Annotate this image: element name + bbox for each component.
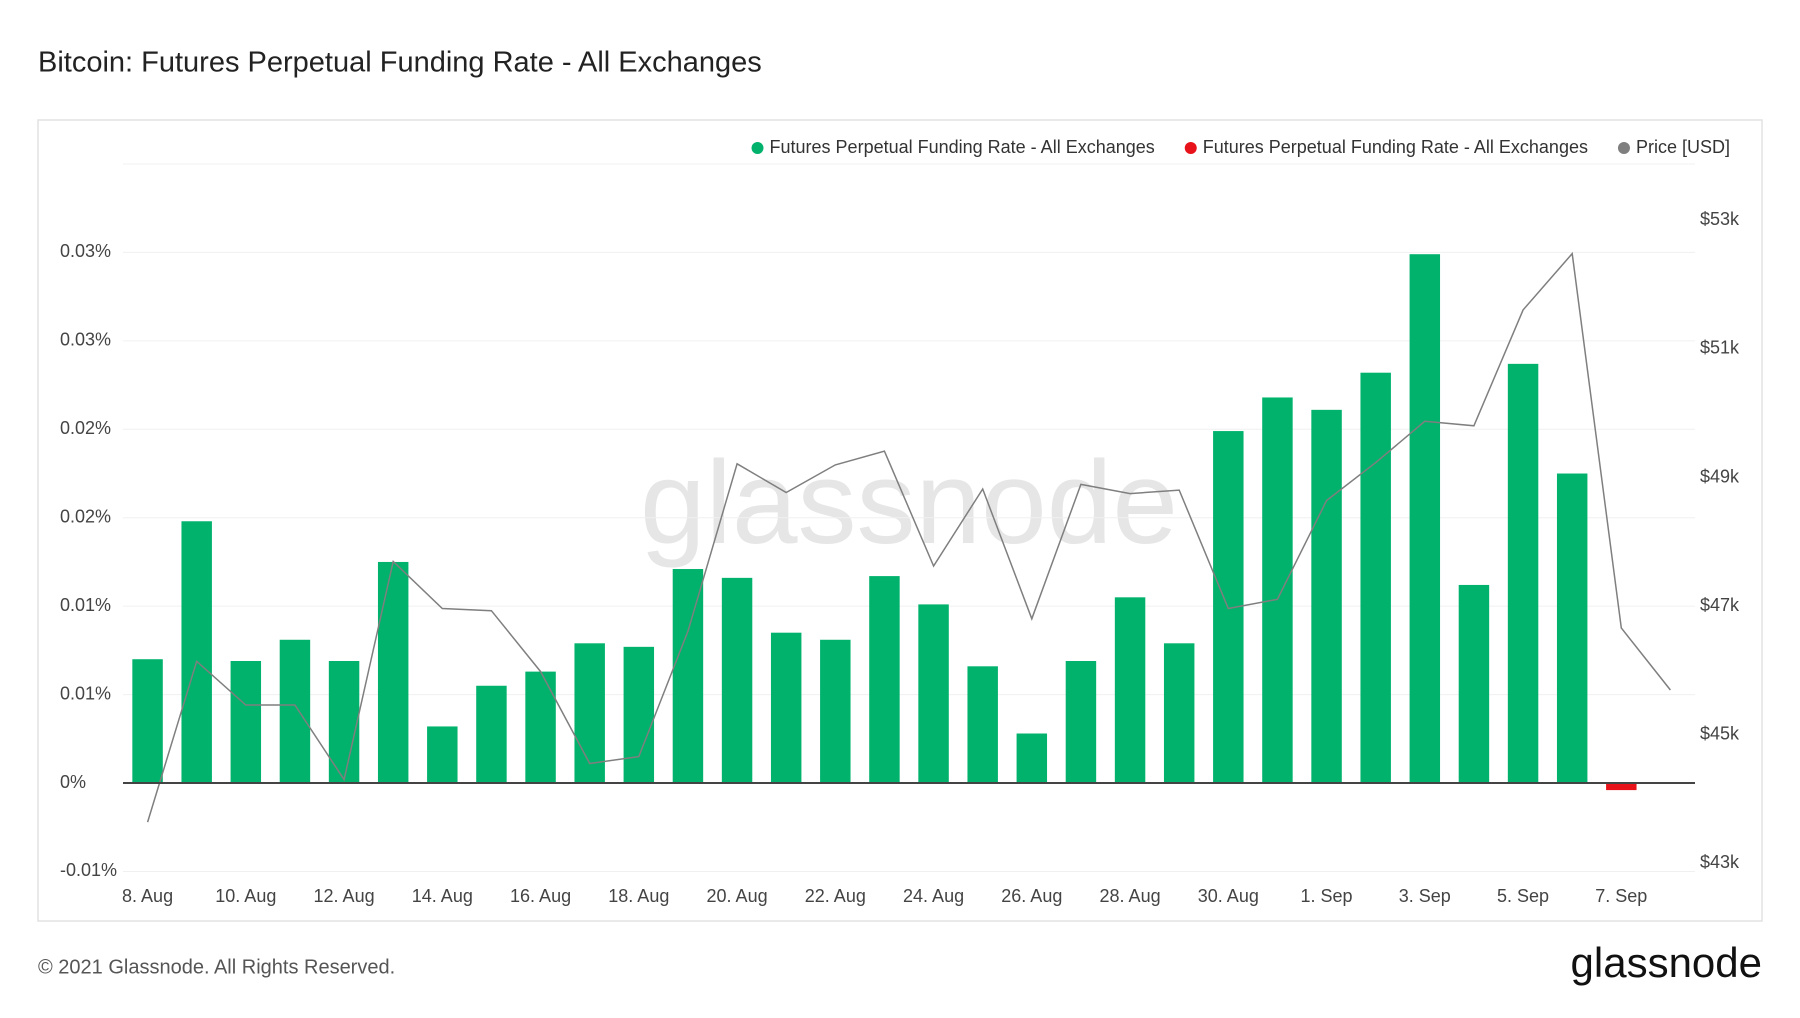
- x-tick-label: 8. Aug: [122, 886, 173, 906]
- bar: [623, 646, 655, 784]
- legend-marker: [1184, 142, 1197, 154]
- x-tick-label: 28. Aug: [1100, 886, 1161, 906]
- x-tick-label: 1. Sep: [1301, 886, 1353, 906]
- y2-tick-label: $43k: [1700, 852, 1740, 872]
- price-line: [146, 251, 1671, 823]
- y2-tick-label: $53k: [1700, 209, 1740, 229]
- bar: [132, 659, 163, 784]
- chart-title: Bitcoin: Futures Perpetual Funding Rate …: [38, 47, 762, 79]
- bar: [1458, 584, 1490, 784]
- bar: [1360, 372, 1391, 784]
- bar: [377, 561, 409, 784]
- y-tick-label: 0.01%: [60, 595, 111, 615]
- bar: [918, 604, 949, 784]
- legend-label: Price [USD]: [1636, 137, 1730, 157]
- x-tick-label: 26. Aug: [1001, 886, 1062, 906]
- x-tick-label: 3. Sep: [1399, 886, 1451, 906]
- bar: [1065, 660, 1097, 784]
- x-tick-label: 10. Aug: [215, 886, 276, 906]
- bar: [181, 521, 212, 784]
- bar: [1606, 783, 1637, 791]
- y-tick-label: 0.01%: [60, 683, 111, 703]
- bar: [279, 639, 311, 784]
- bar: [672, 569, 704, 784]
- y-tick-label: 0.02%: [60, 506, 111, 526]
- x-tick-label: 22. Aug: [805, 886, 866, 906]
- x-tick-label: 30. Aug: [1198, 886, 1259, 906]
- y-tick-label: 0.02%: [60, 418, 111, 438]
- bar: [574, 643, 605, 784]
- y2-tick-label: $49k: [1700, 466, 1740, 486]
- x-tick-label: 5. Sep: [1497, 886, 1549, 906]
- x-tick-label: 14. Aug: [412, 886, 473, 906]
- y-tick-label: 0.03%: [60, 241, 111, 261]
- y2-tick-label: $45k: [1700, 724, 1740, 744]
- y-tick-label: -0.01%: [60, 860, 117, 880]
- legend-marker: [751, 142, 764, 154]
- y-tick-label: 0.03%: [60, 330, 111, 350]
- bar: [1409, 254, 1441, 784]
- copyright: © 2021 Glassnode. All Rights Reserved.: [38, 956, 395, 978]
- watermark: glassnode: [640, 437, 1178, 569]
- x-tick-label: 7. Sep: [1595, 886, 1647, 906]
- y2-tick-label: $47k: [1700, 595, 1740, 615]
- bar: [1163, 643, 1195, 784]
- x-tick-label: 12. Aug: [314, 886, 375, 906]
- x-tick-label: 24. Aug: [903, 886, 964, 906]
- bar: [427, 726, 458, 784]
- bar: [1556, 473, 1588, 784]
- bar: [230, 660, 262, 784]
- bar: [770, 632, 802, 784]
- bar: [1114, 597, 1146, 784]
- x-tick-label: 16. Aug: [510, 886, 571, 906]
- legend-label: Futures Perpetual Funding Rate - All Exc…: [770, 137, 1155, 157]
- bar: [476, 685, 507, 784]
- bar: [1016, 733, 1048, 784]
- legend-marker: [1617, 142, 1630, 154]
- bar: [967, 666, 998, 784]
- y2-tick-label: $51k: [1700, 338, 1740, 358]
- bar: [820, 639, 851, 784]
- bar: [525, 671, 556, 784]
- x-tick-label: 18. Aug: [608, 886, 669, 906]
- bar: [1262, 397, 1293, 784]
- panel: [37, 119, 1763, 922]
- bar: [721, 577, 753, 784]
- bar: [1311, 409, 1342, 784]
- bar: [869, 576, 900, 784]
- bar: [1507, 363, 1539, 784]
- bar: [328, 660, 360, 784]
- x-tick-label: 20. Aug: [707, 886, 768, 906]
- logo: glassnode: [1571, 939, 1762, 986]
- legend-label: Futures Perpetual Funding Rate - All Exc…: [1203, 137, 1588, 157]
- y-tick-label: 0%: [60, 772, 86, 792]
